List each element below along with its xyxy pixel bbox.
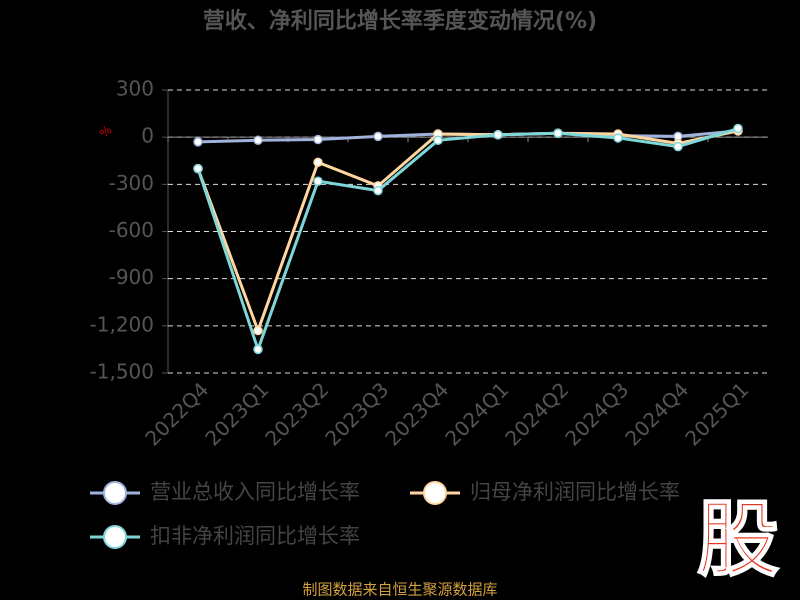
y-tick-label: 0 xyxy=(141,124,154,148)
legend-marker xyxy=(103,481,127,505)
y-tick-label: -600 xyxy=(109,218,154,242)
y-tick-label: -1,200 xyxy=(90,312,154,336)
y-tick-label: 300 xyxy=(116,77,154,101)
x-tick-label: 2023Q4 xyxy=(380,377,453,450)
x-tick-label: 2023Q2 xyxy=(260,377,333,450)
y-unit: % xyxy=(97,123,115,141)
source-note: 制图数据来自恒生聚源数据库 xyxy=(302,581,497,599)
x-tick-label: 2022Q4 xyxy=(140,377,213,450)
data-point xyxy=(433,135,443,146)
data-point xyxy=(373,131,383,142)
data-point xyxy=(733,123,743,134)
logo: 股 xyxy=(697,492,779,587)
x-tick-label: 2023Q3 xyxy=(320,377,393,450)
legend-label: 营业总收入同比增长率 xyxy=(150,480,360,504)
x-tick-label: 2024Q3 xyxy=(560,377,633,450)
data-point xyxy=(313,176,323,186)
data-point xyxy=(253,325,263,336)
data-point xyxy=(553,128,563,138)
legend-label: 扣非净利润同比增长率 xyxy=(150,524,360,548)
x-tick-label: 2024Q4 xyxy=(620,377,693,450)
chart-title: 营收、净利同比增长率季度变动情况(%) xyxy=(203,8,597,34)
data-point xyxy=(613,133,623,143)
data-point xyxy=(673,141,683,152)
data-point xyxy=(253,344,263,355)
data-point xyxy=(253,135,263,146)
y-tick-label: -900 xyxy=(109,265,154,289)
data-point xyxy=(313,134,323,145)
legend-marker xyxy=(103,525,127,549)
data-point xyxy=(193,163,203,174)
data-point xyxy=(493,130,503,140)
legend-marker xyxy=(423,481,447,505)
y-tick-label: -1,500 xyxy=(90,360,154,384)
x-tick-label: 2023Q1 xyxy=(200,377,273,450)
legend-label: 归母净利润同比增长率 xyxy=(470,480,680,504)
data-point xyxy=(373,185,383,196)
x-tick-label: 2025Q1 xyxy=(680,377,753,450)
data-point xyxy=(313,157,323,168)
y-tick-label: -300 xyxy=(109,171,154,195)
series-line xyxy=(196,127,739,355)
x-tick-label: 2024Q1 xyxy=(440,377,513,450)
x-tick-label: 2024Q2 xyxy=(500,377,573,450)
series-line xyxy=(196,129,739,335)
data-point xyxy=(193,137,203,147)
